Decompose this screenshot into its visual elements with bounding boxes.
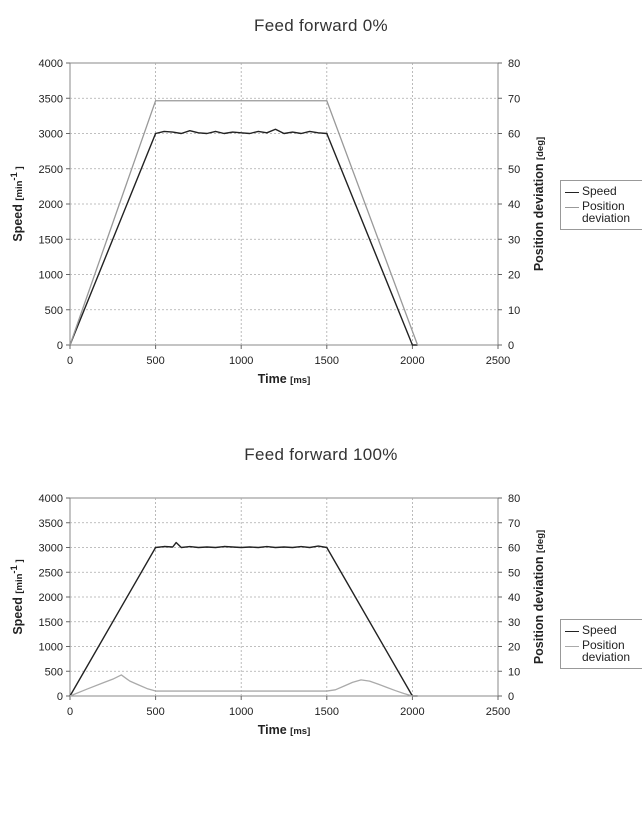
- legend-label-position-deviation: Position deviation: [582, 639, 630, 663]
- legend: Speed Position deviation: [560, 619, 642, 669]
- x-tick-label: 0: [67, 706, 73, 718]
- y2-tick-label: 70: [508, 518, 520, 530]
- x-tick-label: 1500: [315, 706, 339, 718]
- x-axis-label-unit: [ms]: [290, 726, 310, 737]
- x-tick-label: 2500: [486, 355, 510, 367]
- y-axis-label-text: Speed: [11, 201, 25, 242]
- y2-tick-label: 10: [508, 305, 520, 317]
- chart-panel-feed-forward-0: Feed forward 0% 0 500 1000 1500 2000 2500 0 500…: [0, 0, 642, 414]
- y-tick-label: 0: [57, 340, 63, 352]
- y-tick-label: 2500: [39, 567, 63, 579]
- x-tick-label: 0: [67, 355, 73, 367]
- y2-tick-label: 30: [508, 617, 520, 629]
- legend: Speed Position deviation: [560, 180, 642, 230]
- y-tick-label: 2000: [39, 592, 63, 604]
- y2-tick-label: 60: [508, 543, 520, 555]
- legend-swatch-position-deviation: [565, 646, 579, 647]
- x-tick-label: 2000: [400, 355, 424, 367]
- y-axis-label-unit: [min: [14, 573, 25, 593]
- x-axis-label-text: Time: [258, 723, 290, 737]
- legend-label-position-deviation: Position deviation: [582, 200, 630, 224]
- legend-entry-speed: Speed: [561, 624, 617, 636]
- y2-tick-label: 50: [508, 567, 520, 579]
- y-tick-label: 2500: [39, 164, 63, 176]
- y2-tick-label: 20: [508, 642, 520, 654]
- y-tick-label: 2000: [39, 199, 63, 211]
- chart-panel-feed-forward-100: Feed forward 100% 0 500 1000 1500 2000 2500 0 5…: [0, 414, 642, 827]
- x-tick-label: 2000: [400, 706, 424, 718]
- y2-axis-label-text: Position deviation: [532, 553, 546, 664]
- x-tick-label: 500: [146, 706, 164, 718]
- legend-entry-speed: Speed: [561, 185, 617, 197]
- legend-entry-position-deviation: Position deviation: [561, 200, 630, 224]
- y-tick-label: 3500: [39, 518, 63, 530]
- y-axis-label-text: Speed: [11, 594, 25, 635]
- x-axis-label: Time [ms]: [258, 723, 310, 737]
- chart-plot: 0 500 1000 1500 2000 250005001000150020002500…: [0, 0, 642, 414]
- legend-entry-position-deviation: Position deviation: [561, 639, 630, 663]
- x-tick-label: 1500: [315, 355, 339, 367]
- y-axis-label-unit-close: ]: [14, 166, 25, 172]
- y-tick-label: 500: [45, 305, 63, 317]
- y2-axis-label: Position deviation [deg]: [532, 530, 546, 664]
- y-tick-label: 500: [45, 666, 63, 678]
- y2-tick-label: 60: [508, 129, 520, 141]
- y-tick-label: 3500: [39, 93, 63, 105]
- legend-swatch-speed: [565, 192, 579, 193]
- legend-label-speed: Speed: [582, 185, 617, 197]
- x-tick-label: 500: [146, 355, 164, 367]
- y-tick-label: 3000: [39, 129, 63, 141]
- y2-axis-label-unit: [deg]: [535, 137, 546, 160]
- legend-swatch-speed: [565, 631, 579, 632]
- y-axis-label: Speed [min-1 ]: [9, 166, 25, 241]
- y2-tick-label: 0: [508, 340, 514, 352]
- y2-tick-label: 70: [508, 93, 520, 105]
- y-tick-label: 1000: [39, 642, 63, 654]
- x-tick-label: 1000: [229, 706, 253, 718]
- y2-axis-label-unit: [deg]: [535, 530, 546, 553]
- y2-tick-label: 50: [508, 164, 520, 176]
- y2-axis-label: Position deviation [deg]: [532, 137, 546, 271]
- y-tick-label: 4000: [39, 493, 63, 505]
- y2-axis-label-text: Position deviation: [532, 160, 546, 271]
- y2-tick-label: 20: [508, 270, 520, 282]
- y2-tick-label: 0: [508, 691, 514, 703]
- y2-tick-label: 80: [508, 58, 520, 70]
- x-tick-label: 1000: [229, 355, 253, 367]
- y-tick-label: 1500: [39, 234, 63, 246]
- y2-tick-label: 80: [508, 493, 520, 505]
- y2-tick-label: 40: [508, 592, 520, 604]
- y-axis-label-unit: [min: [14, 180, 25, 200]
- x-axis-label: Time [ms]: [258, 372, 310, 386]
- y-tick-label: 0: [57, 691, 63, 703]
- x-axis-label-unit: [ms]: [290, 375, 310, 386]
- chart-plot: 0 500 1000 1500 2000 250005001000150020002500…: [0, 414, 642, 827]
- y-tick-label: 3000: [39, 543, 63, 555]
- y-axis-label: Speed [min-1 ]: [9, 559, 25, 634]
- y2-tick-label: 30: [508, 234, 520, 246]
- legend-label-speed: Speed: [582, 624, 617, 636]
- y-tick-label: 1500: [39, 617, 63, 629]
- y-tick-label: 4000: [39, 58, 63, 70]
- y-axis-label-unit-close: ]: [14, 559, 25, 565]
- y2-tick-label: 10: [508, 666, 520, 678]
- legend-swatch-position-deviation: [565, 207, 579, 208]
- x-tick-label: 2500: [486, 706, 510, 718]
- x-axis-label-text: Time: [258, 372, 290, 386]
- y2-tick-label: 40: [508, 199, 520, 211]
- y-tick-label: 1000: [39, 270, 63, 282]
